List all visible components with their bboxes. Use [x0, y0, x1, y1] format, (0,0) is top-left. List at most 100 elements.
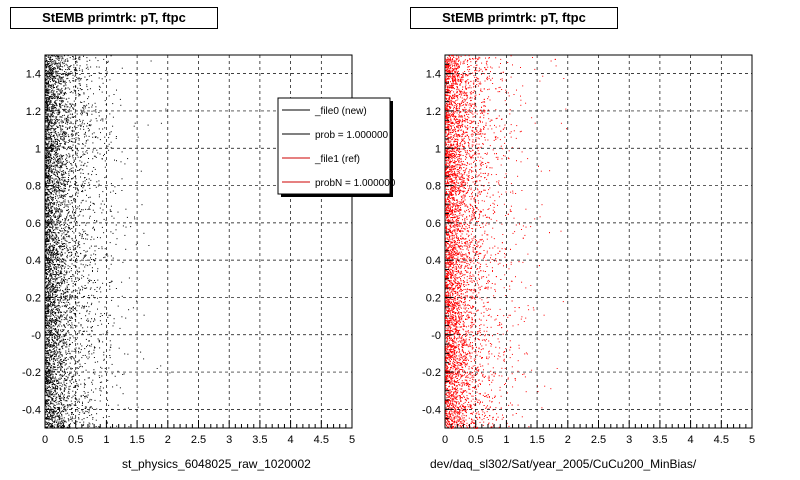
data-point: [81, 357, 83, 359]
data-point: [59, 77, 61, 79]
data-point: [61, 319, 63, 321]
data-point: [57, 237, 59, 239]
data-point: [55, 139, 56, 140]
data-point: [59, 68, 60, 70]
data-point: [60, 251, 62, 253]
data-point: [49, 74, 51, 76]
data-point: [52, 302, 54, 304]
data-point: [69, 388, 71, 390]
data-point: [53, 166, 55, 167]
data-point: [45, 249, 47, 251]
data-point: [47, 260, 48, 262]
data-point: [53, 96, 55, 98]
data-point: [73, 107, 75, 109]
data-point: [50, 329, 52, 331]
data-point: [83, 421, 85, 423]
data-point: [46, 403, 48, 405]
data-point: [60, 214, 62, 216]
data-point: [57, 56, 59, 57]
data-point: [51, 359, 53, 361]
data-point: [46, 159, 48, 161]
data-point: [45, 316, 47, 318]
data-point: [74, 401, 76, 403]
data-point: [88, 353, 90, 355]
data-point: [116, 425, 118, 427]
data-point: [47, 340, 49, 342]
data-point: [45, 345, 47, 347]
data-point: [64, 171, 66, 173]
data-point: [109, 133, 111, 135]
data-point: [47, 235, 49, 237]
data-point: [51, 311, 53, 313]
data-point: [55, 62, 57, 64]
data-point: [54, 351, 56, 353]
data-point: [53, 328, 55, 330]
data-point: [55, 143, 57, 145]
data-point: [56, 87, 58, 88]
data-point: [52, 386, 54, 388]
data-point: [53, 76, 55, 77]
data-point: [99, 388, 101, 390]
data-point: [93, 253, 95, 255]
data-point: [59, 409, 61, 411]
data-point: [52, 272, 54, 274]
data-point: [52, 416, 53, 418]
data-point: [65, 410, 67, 412]
data-point: [45, 78, 47, 80]
data-point: [101, 158, 103, 160]
data-point: [51, 425, 53, 427]
data-point: [62, 345, 64, 347]
data-point: [51, 228, 53, 230]
data-point: [77, 242, 79, 244]
data-point: [59, 366, 61, 368]
data-point: [50, 218, 51, 220]
data-point: [107, 399, 108, 401]
data-point: [69, 113, 71, 115]
data-point: [48, 337, 50, 339]
data-point: [48, 238, 50, 240]
data-point: [77, 190, 79, 192]
data-point: [91, 302, 93, 304]
data-point: [82, 331, 84, 332]
data-point: [63, 276, 65, 278]
data-point: [48, 282, 50, 284]
data-point: [98, 301, 100, 303]
data-point: [65, 74, 67, 76]
data-point: [78, 80, 80, 82]
data-point: [62, 265, 64, 267]
data-point: [45, 198, 47, 200]
data-point: [55, 346, 57, 348]
data-point: [78, 360, 80, 362]
data-point: [54, 411, 56, 413]
data-point: [73, 375, 75, 377]
data-point: [45, 112, 47, 113]
data-point: [48, 252, 50, 254]
data-point: [92, 391, 94, 393]
data-point: [57, 299, 59, 301]
data-point: [52, 212, 53, 214]
data-point: [59, 207, 60, 209]
data-point: [46, 274, 48, 276]
data-point: [52, 344, 54, 346]
data-point: [51, 198, 53, 200]
data-point: [70, 71, 72, 72]
data-point: [63, 194, 65, 196]
data-point: [54, 320, 56, 322]
data-point: [85, 142, 87, 144]
data-point: [75, 69, 77, 71]
data-point: [61, 417, 63, 419]
data-point: [50, 262, 52, 264]
data-point: [75, 240, 77, 241]
data-point: [77, 189, 79, 191]
data-point: [91, 174, 93, 176]
data-point: [50, 301, 52, 302]
data-point: [53, 124, 55, 126]
data-point: [54, 105, 56, 106]
data-point: [46, 310, 48, 312]
data-point: [93, 203, 95, 205]
data-point: [54, 319, 56, 320]
data-point: [64, 397, 65, 398]
data-point: [52, 299, 54, 301]
data-point: [46, 322, 48, 324]
data-point: [48, 223, 49, 225]
